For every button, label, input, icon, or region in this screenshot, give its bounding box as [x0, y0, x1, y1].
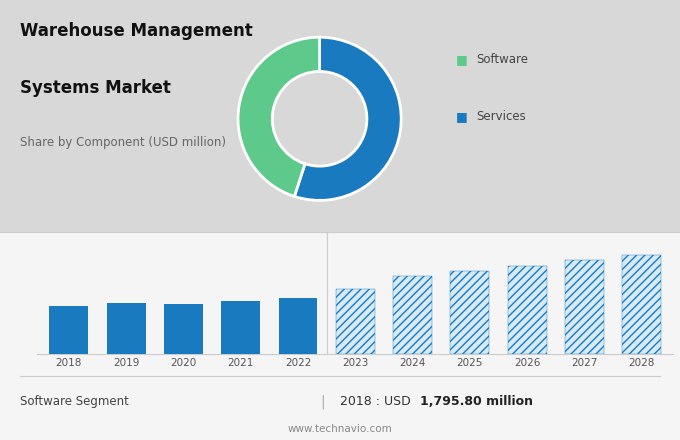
Text: ■: ■ [456, 110, 467, 123]
Bar [279, 298, 318, 354]
Text: Share by Component (USD million): Share by Component (USD million) [20, 136, 226, 150]
Bar [622, 255, 661, 354]
Text: 2018 : USD: 2018 : USD [340, 395, 415, 408]
Bar [450, 271, 490, 354]
Bar [107, 303, 146, 354]
Text: Warehouse Management: Warehouse Management [20, 22, 253, 40]
Bar [336, 289, 375, 354]
Text: Systems Market: Systems Market [20, 79, 171, 97]
Text: www.technavio.com: www.technavio.com [288, 424, 392, 434]
Text: Software Segment: Software Segment [20, 395, 129, 408]
Bar [50, 306, 88, 354]
Text: 1,795.80 million: 1,795.80 million [420, 395, 532, 408]
Wedge shape [294, 37, 401, 200]
Text: Services: Services [476, 110, 526, 123]
Bar [565, 260, 604, 354]
Bar [393, 276, 432, 354]
Bar [221, 301, 260, 354]
Bar [164, 304, 203, 354]
Wedge shape [238, 37, 320, 196]
Text: ■: ■ [456, 53, 467, 66]
Text: Software: Software [476, 53, 528, 66]
Text: |: | [321, 394, 325, 408]
Bar [508, 266, 547, 354]
